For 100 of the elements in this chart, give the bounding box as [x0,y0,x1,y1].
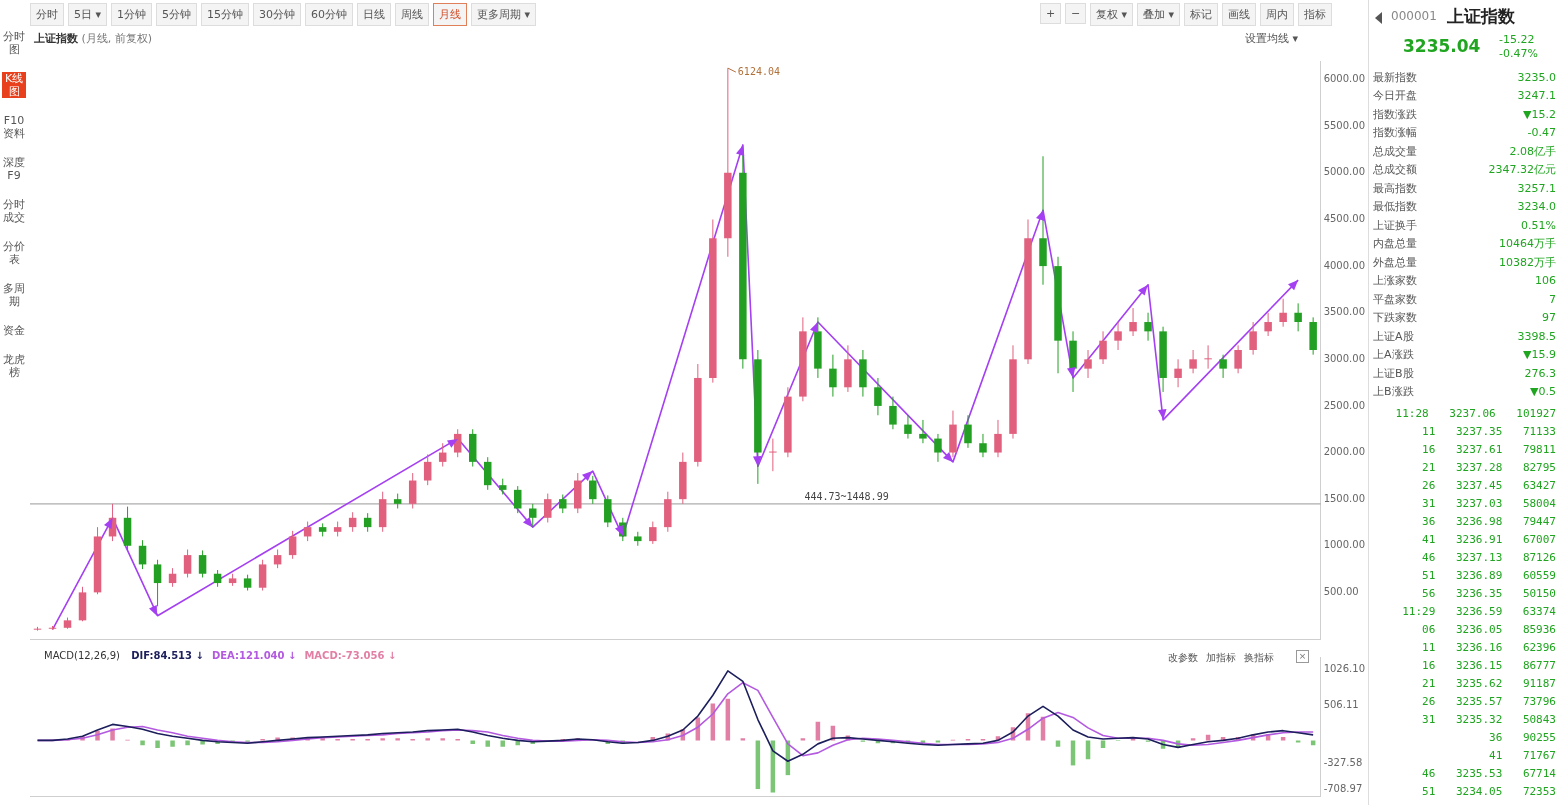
y-tick-label: 3000.00 [1323,352,1366,364]
text: 复权 ▾ [1090,3,1134,26]
text: 上B涨跌 [1373,384,1414,399]
text: 3234.0 [1517,200,1556,213]
text: 31 3237.03 58004 [1422,496,1556,510]
text: 60分钟 [305,3,353,26]
y-tick-label: 2000.00 [1323,446,1366,458]
text: 画线 [1222,3,1256,26]
text: F10资料 [2,114,26,140]
annotation: × [1296,650,1309,663]
y-tick-label: 1500.00 [1323,492,1366,504]
text: 标记 [1184,3,1218,26]
text: MACD:-73.056 ↓ [304,650,397,661]
text: 276.3 [1524,366,1556,380]
text: 上涨家数 [1373,273,1417,288]
text: 多周期 [2,282,26,308]
text: 3257.1 [1517,181,1556,195]
text: 31 3235.32 50843 [1422,712,1556,726]
text: 上证换手 [1373,217,1417,233]
y-tick-label: 4500.00 [1323,213,1366,225]
text: 0.51% [1521,218,1556,232]
y-tick-label: 2500.00 [1323,399,1366,411]
text: 月线 [433,3,467,26]
chart-title: MACD(12,26,9) [44,650,120,661]
text: 最新指数 [1373,69,1417,85]
text: 日线 [357,3,391,26]
text: 分时成交 [2,198,26,224]
text: 106 [1535,274,1556,287]
y-tick-label: 3500.00 [1323,306,1366,318]
text: 46 3235.53 67714 [1422,766,1556,780]
text: ▼15.2 [1523,107,1556,121]
text: 36 3236.98 79447 [1422,514,1556,528]
text: 指数涨幅 [1373,125,1417,140]
text: 外盘总量 [1373,254,1417,270]
text: 最高指数 [1373,180,1417,196]
text: 上证B股 [1373,365,1414,381]
text: 3235.04 [1403,36,1481,56]
text: 2347.32亿元 [1488,162,1556,177]
text: 深度F9 [2,156,26,182]
text: 7 [1549,292,1556,306]
text: -0.47% [1499,47,1538,60]
text: 5日 ▾ [68,3,108,26]
text: 06 3236.05 85936 [1422,622,1556,636]
text: 41 3236.91 67007 [1422,532,1556,546]
text: 今日开盘 [1373,88,1417,103]
text: 上证A股 [1373,328,1414,344]
annotation: 改参数 [1168,651,1198,665]
text: 11:29 3236.59 63374 [1402,604,1556,618]
y-tick-label: 6000.00 [1323,73,1366,85]
text: 分时图 [2,30,26,56]
text: DIF:84.513 ↓ [131,650,204,661]
text: 平盘家数 [1373,291,1417,307]
text: ▼15.9 [1523,348,1556,361]
text: + [1040,3,1062,24]
text: 叠加 ▾ [1137,3,1181,26]
y-tick-label: 4000.00 [1323,259,1366,271]
text: 周内 [1260,3,1294,26]
annotation: 6124.04 [737,65,781,77]
y-tick-label: -708.97 [1323,783,1363,795]
text: ▼0.5 [1530,385,1556,398]
text: 总成交额 [1373,162,1417,177]
text: 51 3234.05 72353 [1422,784,1556,798]
text: 30分钟 [253,3,301,26]
text: 11:28 3237.06 101927 [1395,406,1556,420]
text: -0.47 [1527,126,1556,139]
text: 上A涨跌 [1373,347,1414,362]
text: 周线 [395,3,429,26]
text: 分价表 [2,240,26,266]
annotation: 换指标 [1244,651,1274,665]
text: 51 3236.89 60559 [1422,568,1556,582]
text: 36 90255 [1489,730,1556,744]
text: 5分钟 [156,3,197,26]
chart-title: 上证指数 [34,32,78,45]
text: DEA:121.040 ↓ [211,650,297,661]
y-tick-label: 1000.00 [1323,539,1366,551]
text: 指数涨跌 [1373,106,1417,122]
text: 设置均线 ▾ [1245,31,1299,46]
text: 11 3236.16 62396 [1422,640,1556,654]
text: 97 [1542,311,1556,324]
text: 1分钟 [111,3,152,26]
text: 21 3235.62 91187 [1422,676,1556,690]
y-tick-label: 5500.00 [1323,119,1366,131]
text: 上证指数 [1447,5,1515,28]
text: 更多周期 ▾ [471,3,537,26]
text: 41 71767 [1489,748,1556,762]
y-tick-label: -327.58 [1323,756,1363,768]
text: 指标 [1298,3,1332,26]
y-tick-label: 500.00 [1323,585,1359,597]
text: 3398.5 [1517,329,1556,343]
text: 000001 [1391,9,1437,23]
text: K线图 [2,72,26,98]
text: 16 3236.15 86777 [1422,658,1556,672]
text: 21 3237.28 82795 [1422,460,1556,474]
text: 46 3237.13 87126 [1422,550,1556,564]
text: 内盘总量 [1373,236,1417,251]
text: -15.22 [1499,33,1535,46]
text: 3247.1 [1517,89,1556,102]
annotation: 加指标 [1206,651,1236,665]
y-tick-label: 506.11 [1323,698,1359,710]
text: 3235.0 [1517,70,1556,84]
